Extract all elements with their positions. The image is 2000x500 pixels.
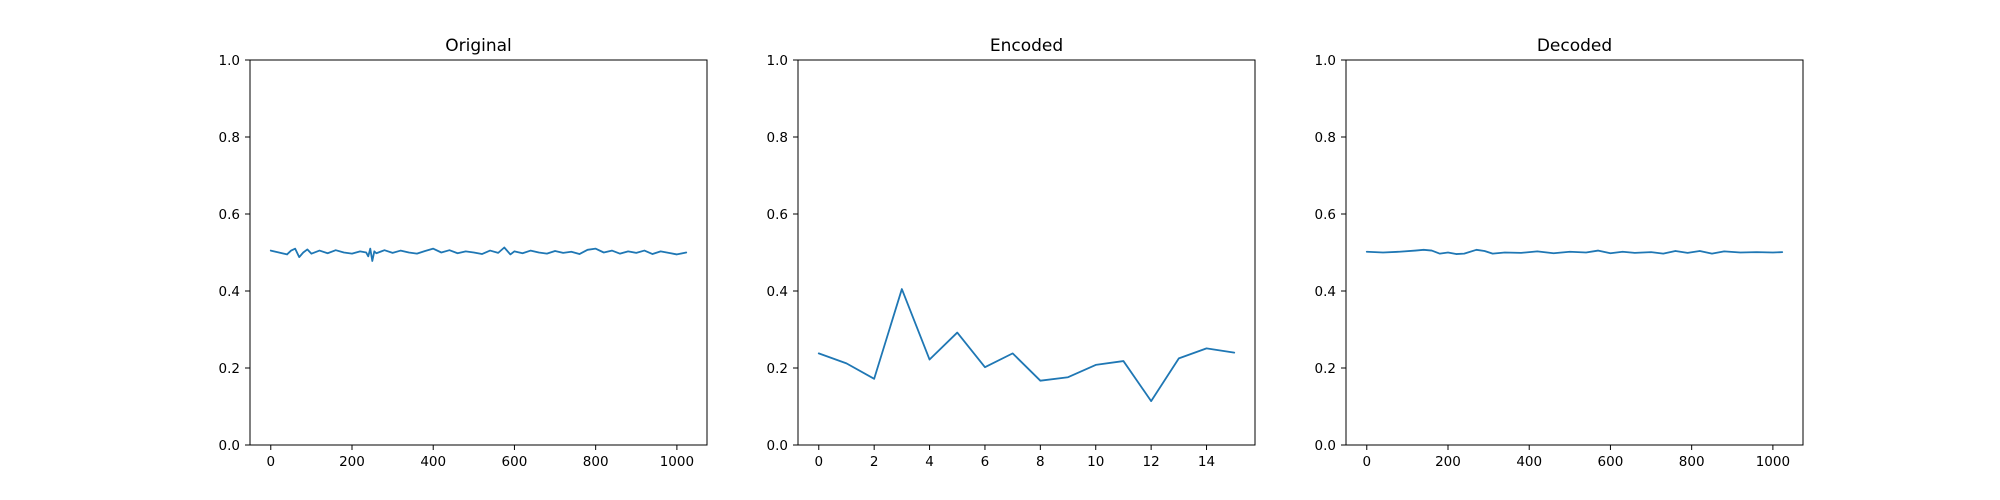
encoded-y-tick-label: 1.0 <box>767 53 788 69</box>
decoded-x-tick-label: 400 <box>1516 454 1542 470</box>
decoded-x-tick-label: 600 <box>1598 454 1624 470</box>
decoded-chart-title: Decoded <box>1537 36 1612 56</box>
encoded-x-tick-label: 2 <box>870 454 879 470</box>
decoded-x-tick-label: 0 <box>1362 454 1371 470</box>
encoded-x-tick-label: 14 <box>1198 454 1215 470</box>
encoded-x-tick-label: 0 <box>814 454 823 470</box>
encoded-y-tick-label: 0.8 <box>767 130 788 146</box>
encoded-chart-title: Encoded <box>990 36 1063 56</box>
decoded-y-tick-label: 0.2 <box>1315 361 1336 377</box>
decoded-plot-frame <box>1345 59 1804 446</box>
decoded-y-tick-label: 0.8 <box>1315 130 1336 146</box>
original-chart-title: Original <box>445 36 512 56</box>
encoded-y-tick-label: 0.0 <box>767 438 788 454</box>
decoded-y-tick-label: 0.6 <box>1315 207 1336 223</box>
original-y-tick-label: 0.4 <box>219 284 240 300</box>
original-x-tick-label: 600 <box>502 454 528 470</box>
encoded-x-tick-label: 6 <box>981 454 990 470</box>
original-x-tick-label: 400 <box>420 454 446 470</box>
original-x-tick-label: 1000 <box>660 454 694 470</box>
original-y-tick-label: 0.8 <box>219 130 240 146</box>
decoded-y-tick-label: 0.4 <box>1315 284 1336 300</box>
encoded-x-tick-label: 12 <box>1143 454 1160 470</box>
original-y-tick-label: 1.0 <box>219 53 240 69</box>
encoded-y-tick-label: 0.2 <box>767 361 788 377</box>
encoded-series-line <box>817 288 1236 403</box>
encoded-x-tick-label: 4 <box>925 454 934 470</box>
original-x-tick-label: 0 <box>266 454 275 470</box>
decoded-series-line <box>1365 248 1784 255</box>
original-y-tick-label: 0.2 <box>219 361 240 377</box>
encoded-x-tick-label: 8 <box>1036 454 1045 470</box>
encoded-y-tick-label: 0.6 <box>767 207 788 223</box>
chart-encoded: Encoded 0.0 0.2 0.4 0.6 0.8 1.0 0 2 4 6 8 10 12 14 <box>767 36 1256 470</box>
chart-decoded: Decoded 0.0 0.2 0.4 0.6 0.8 1.0 0 200 400 600 800 10… <box>1315 36 1804 470</box>
decoded-x-tick-label: 800 <box>1679 454 1705 470</box>
original-y-tick-label: 0.0 <box>219 438 240 454</box>
original-x-tick-label: 800 <box>583 454 609 470</box>
chart-original: Original 0.0 0.2 0.4 0.6 0.8 1.0 0 200 400 600 800 1… <box>219 36 708 470</box>
decoded-y-tick-label: 0.0 <box>1315 438 1336 454</box>
encoded-x-tick-label: 10 <box>1087 454 1104 470</box>
original-series-line <box>269 246 688 262</box>
original-y-tick-label: 0.6 <box>219 207 240 223</box>
original-plot-frame <box>249 59 708 446</box>
decoded-x-tick-label: 1000 <box>1756 454 1790 470</box>
encoded-plot-frame <box>797 59 1256 446</box>
decoded-y-tick-label: 1.0 <box>1315 53 1336 69</box>
decoded-x-tick-label: 200 <box>1435 454 1461 470</box>
encoded-y-tick-label: 0.4 <box>767 284 788 300</box>
original-x-tick-label: 200 <box>339 454 365 470</box>
